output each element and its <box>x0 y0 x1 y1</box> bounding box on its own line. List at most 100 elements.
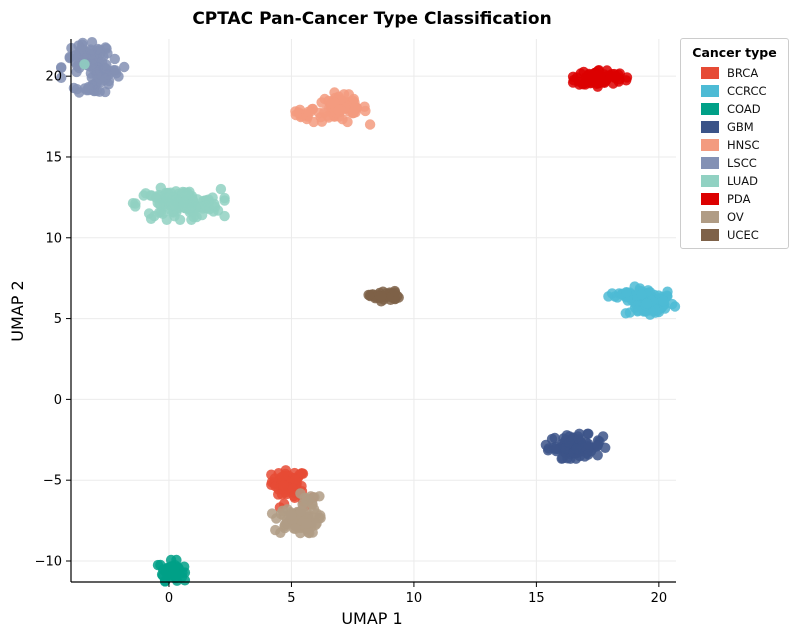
data-point-pda <box>598 76 609 87</box>
data-point-luad <box>154 207 165 218</box>
legend-swatch <box>701 157 719 169</box>
data-point-ccrcc <box>621 287 632 298</box>
legend-label: COAD <box>727 102 761 116</box>
data-point-hnsc <box>364 119 376 130</box>
data-point-brca <box>277 471 289 482</box>
data-point-luad <box>182 188 193 200</box>
data-point-hnsc <box>303 106 314 118</box>
legend: Cancer type BRCA CCRCC COAD GBM HNSC LSCC LUAD… <box>680 38 789 249</box>
x-tick-label: 20 <box>651 591 668 606</box>
legend-swatch <box>701 193 719 205</box>
legend-item-brca: BRCA <box>701 65 758 81</box>
data-point-brca <box>278 480 289 491</box>
legend-item-gbm: GBM <box>701 119 754 135</box>
legend-label: HNSC <box>727 138 760 152</box>
data-point-gbm <box>546 433 558 445</box>
x-tick-label: 0 <box>165 591 173 606</box>
data-point-ov <box>277 505 288 516</box>
data-point-lscc <box>100 62 111 74</box>
data-point-lscc <box>111 68 122 79</box>
legend-label: OV <box>727 210 744 224</box>
x-axis-label: UMAP 1 <box>341 609 402 628</box>
data-point-ov <box>297 499 308 510</box>
data-point-ov <box>307 527 318 538</box>
data-point-ccrcc <box>667 298 678 310</box>
data-point-gbm <box>592 440 603 451</box>
y-tick-label: −10 <box>35 554 62 569</box>
legend-swatch <box>701 175 719 187</box>
series-coad <box>152 554 191 587</box>
data-point-hnsc <box>359 101 370 112</box>
legend-item-coad: COAD <box>701 101 761 117</box>
legend-swatch <box>701 103 719 115</box>
data-point-ov <box>309 492 320 503</box>
legend-title: Cancer type <box>692 45 777 60</box>
series-pda <box>567 65 633 92</box>
legend-label: LSCC <box>727 156 757 170</box>
data-point-hnsc <box>348 93 359 105</box>
data-point-luad <box>219 195 230 206</box>
data-point-hnsc <box>326 98 337 109</box>
legend-swatch <box>701 67 719 79</box>
legend-item-ov: OV <box>701 209 744 225</box>
axes: 0 5 10 15 20 −10 −5 0 5 10 15 20 <box>35 39 676 606</box>
x-tick-label: 10 <box>406 591 423 606</box>
data-point-pda <box>608 78 619 89</box>
data-point-lscc <box>56 62 67 74</box>
data-point-brca <box>289 474 301 486</box>
data-point-luad <box>215 183 227 195</box>
series-lscc <box>56 37 130 98</box>
legend-label: UCEC <box>727 228 759 242</box>
data-point-lscc <box>119 61 130 73</box>
legend-swatch <box>701 211 719 223</box>
data-point-coad <box>171 569 182 580</box>
data-point-pda <box>621 72 633 83</box>
data-point-luad <box>209 198 220 210</box>
data-point-lscc <box>70 50 81 61</box>
data-point-pda <box>567 77 579 88</box>
data-point-gbm <box>557 453 568 464</box>
legend-swatch <box>701 121 719 133</box>
data-point-gbm <box>583 449 594 460</box>
data-point-ucec <box>376 291 387 302</box>
legend-item-pda: PDA <box>701 191 750 207</box>
data-point-lscc <box>96 76 107 88</box>
legend-label: PDA <box>727 192 751 206</box>
data-point-lscc <box>56 72 67 84</box>
data-point-ov <box>311 508 322 519</box>
data-point-lscc <box>109 53 121 65</box>
data-point-hnsc <box>333 104 344 116</box>
data-point-ov <box>301 518 312 529</box>
data-point-luad <box>138 190 149 201</box>
legend-item-luad: LUAD <box>701 173 758 189</box>
y-tick-label: 10 <box>45 231 62 246</box>
x-tick-label: 5 <box>287 591 295 606</box>
data-point-hnsc <box>293 107 304 118</box>
data-point-gbm <box>548 442 559 453</box>
data-point-ccrcc <box>658 295 669 307</box>
y-tick-label: 15 <box>45 150 62 165</box>
data-point-luad <box>184 204 196 216</box>
data-point-pda <box>578 66 589 78</box>
data-point-luad <box>168 200 179 211</box>
data-point-ov <box>285 510 297 521</box>
x-tick-label: 15 <box>528 591 545 606</box>
data-point-brca <box>296 468 308 479</box>
legend-item-hnsc: HNSC <box>701 137 760 153</box>
data-point-lscc <box>94 86 105 97</box>
data-point-brca <box>266 469 277 480</box>
chart-title: CPTAC Pan-Cancer Type Classification <box>192 9 551 29</box>
y-tick-label: 5 <box>54 312 62 327</box>
data-point-hnsc <box>348 107 359 119</box>
legend-label: GBM <box>727 120 754 134</box>
data-point-ucec <box>363 289 374 301</box>
legend-swatch <box>701 229 719 241</box>
data-point-lscc <box>74 87 85 98</box>
y-tick-label: 20 <box>45 70 62 85</box>
data-point-gbm <box>564 437 575 449</box>
legend-label: LUAD <box>727 174 758 188</box>
data-point-lscc <box>87 58 98 70</box>
data-point-ov <box>290 523 301 534</box>
data-point-coad <box>179 561 190 572</box>
